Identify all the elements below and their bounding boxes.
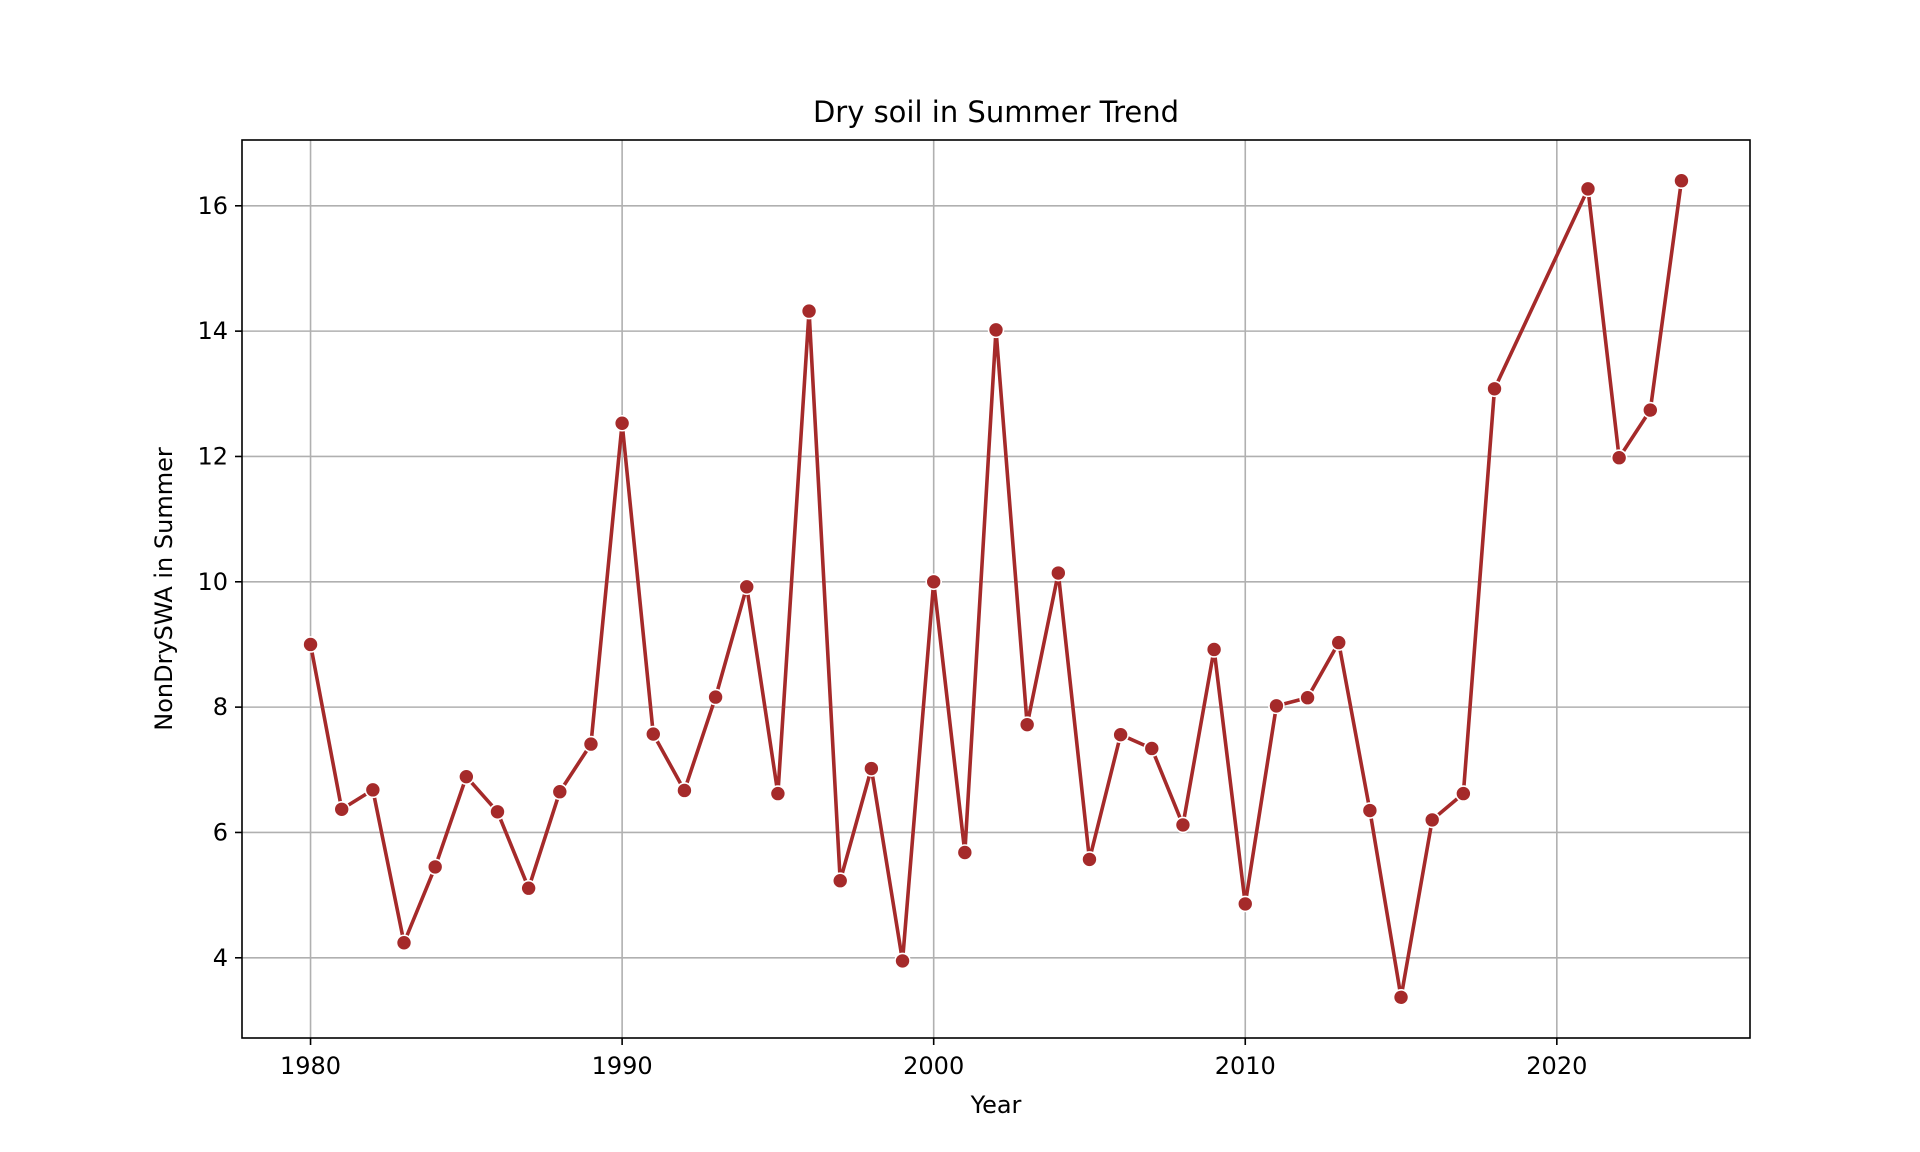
data-point — [1423, 811, 1441, 829]
x-tick-label: 2000 — [903, 1052, 964, 1080]
data-point — [1236, 895, 1254, 913]
y-tick-label: 4 — [213, 944, 228, 972]
data-point — [1299, 689, 1316, 707]
data-point — [1455, 785, 1472, 802]
data-point — [1143, 740, 1161, 757]
grid-layer — [242, 140, 1750, 1038]
data-point — [1361, 802, 1379, 819]
data-point — [1610, 449, 1628, 467]
data-point — [582, 735, 600, 753]
data-point — [644, 725, 662, 743]
data-point — [769, 785, 787, 802]
data-point — [707, 688, 724, 706]
data-point — [1673, 172, 1690, 190]
data-point — [364, 781, 382, 799]
tick-layer: 1980 1990 2000 2010 2020 4 6 8 10 12 14 16 — [197, 192, 1587, 1080]
data-point — [894, 952, 911, 970]
data-point — [520, 879, 537, 897]
y-tick-label: 10 — [197, 568, 228, 596]
x-tick-label: 1980 — [280, 1052, 341, 1080]
y-tick-label: 8 — [213, 693, 228, 721]
data-point — [831, 872, 849, 890]
x-tick-label: 1990 — [592, 1052, 653, 1080]
data-point — [1330, 634, 1348, 651]
plot-frame — [241, 139, 1751, 1039]
data-point — [333, 800, 351, 818]
data-point — [302, 636, 319, 653]
data-point — [426, 858, 444, 876]
data-point — [1174, 816, 1192, 834]
data-point — [458, 768, 475, 785]
data-point — [1579, 180, 1597, 198]
x-tick-label: 2010 — [1215, 1052, 1276, 1080]
data-point — [395, 934, 413, 952]
data-point — [613, 414, 631, 432]
data-point — [1392, 988, 1410, 1006]
data-point — [987, 321, 1005, 339]
data-point — [489, 803, 506, 821]
data-point — [551, 783, 569, 801]
data-point — [925, 573, 942, 591]
y-tick-label: 6 — [213, 818, 228, 846]
data-point — [1112, 726, 1129, 743]
data-point — [1050, 564, 1067, 582]
data-point — [800, 302, 818, 320]
series-layer — [302, 172, 1690, 1006]
x-tick-label: 2020 — [1526, 1052, 1587, 1080]
data-point — [956, 844, 974, 861]
data-point — [863, 760, 880, 777]
chart-title: Dry soil in Summer Trend — [813, 95, 1179, 129]
y-tick-label: 12 — [197, 442, 228, 470]
data-point — [1268, 697, 1285, 715]
data-point — [1486, 380, 1503, 398]
x-axis-label: Year — [970, 1091, 1022, 1119]
data-point — [1205, 641, 1223, 658]
y-tick-label: 14 — [197, 317, 228, 345]
data-point — [1081, 851, 1098, 868]
data-point — [676, 782, 693, 799]
data-point — [738, 578, 756, 596]
data-point — [1018, 716, 1036, 733]
y-axis-label: NonDrySWA in Summer — [150, 447, 178, 731]
data-point — [1641, 401, 1659, 419]
y-tick-label: 16 — [197, 192, 228, 220]
